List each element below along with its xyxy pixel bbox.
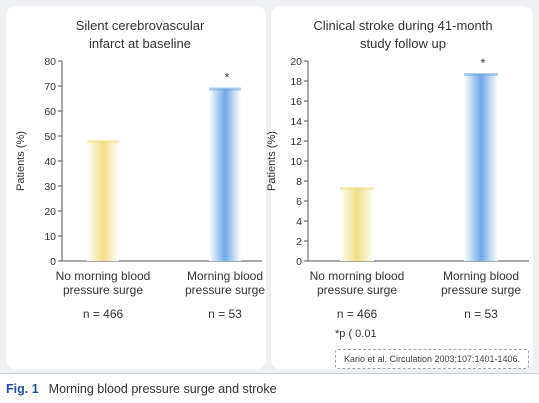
- bar: [340, 188, 374, 261]
- chart-clinical-stroke: Clinical stroke during 41-month study fol…: [266, 18, 529, 321]
- y-tick-label: 2: [296, 236, 302, 248]
- chart-title-line: Silent cerebrovascular: [76, 18, 205, 33]
- y-tick-label: 70: [44, 81, 56, 93]
- category-label: No morning blood: [310, 269, 405, 283]
- significance-marker: *: [225, 71, 230, 85]
- y-tick-label: 80: [44, 56, 56, 68]
- category-label: pressure surge: [317, 283, 397, 297]
- y-tick-label: 0: [50, 256, 56, 268]
- chart-panel-baseline-infarct: Silent cerebrovascular infarct at baselin…: [6, 6, 266, 369]
- chart-title-line: Clinical stroke during 41-month: [313, 18, 492, 33]
- y-tick-label: 0: [296, 256, 302, 268]
- y-tick-label: 8: [296, 176, 302, 188]
- y-tick-label: 12: [290, 136, 302, 148]
- category-label: pressure surge: [441, 283, 521, 297]
- category-label: pressure surge: [185, 283, 265, 297]
- caption-text: Morning blood pressure surge and stroke: [48, 381, 277, 396]
- y-tick-label: 18: [290, 76, 302, 88]
- significance-footnote: *p ( 0.01: [335, 328, 377, 340]
- chart-baseline-infarct: Silent cerebrovascular infarct at baselin…: [15, 18, 265, 321]
- sample-size-label: n = 53: [208, 307, 242, 321]
- category-label: pressure surge: [63, 283, 143, 297]
- bar: [87, 141, 119, 261]
- bar: [464, 74, 498, 261]
- bar-cap: [340, 187, 374, 190]
- category-label: No morning blood: [56, 269, 151, 283]
- bar: [209, 88, 241, 261]
- category-label: Morning blood: [443, 269, 519, 283]
- y-axis-label: Patients (%): [266, 131, 278, 191]
- citation-box: Kario et al. Circulation 2003;107:1401-1…: [335, 349, 529, 369]
- y-tick-label: 20: [290, 56, 302, 68]
- y-tick-label: 20: [44, 206, 56, 218]
- y-tick-label: 16: [290, 96, 302, 108]
- y-tick-label: 6: [296, 196, 302, 208]
- bar-cap: [209, 87, 241, 91]
- y-tick-label: 14: [290, 116, 302, 128]
- chart-title-line: study follow up: [360, 36, 446, 51]
- y-axis-label: Patients (%): [15, 131, 27, 191]
- y-tick-label: 10: [44, 231, 56, 243]
- y-tick-label: 60: [44, 106, 56, 118]
- bar-cap: [464, 73, 498, 76]
- chart-panel-clinical-stroke: Clinical stroke during 41-month study fol…: [266, 6, 533, 369]
- figure-caption: Fig. 1 Morning blood pressure surge and …: [0, 374, 539, 403]
- bar-cap: [87, 140, 119, 143]
- sample-size-label: n = 466: [83, 307, 124, 321]
- y-tick-label: 40: [44, 156, 56, 168]
- y-tick-label: 4: [296, 216, 302, 228]
- y-tick-label: 30: [44, 181, 56, 193]
- chart-title-line: infarct at baseline: [89, 36, 191, 51]
- sample-size-label: n = 466: [337, 307, 378, 321]
- caption-label: Fig. 1: [6, 381, 39, 396]
- y-tick-label: 50: [44, 131, 56, 143]
- significance-marker: *: [481, 56, 486, 70]
- category-label: Morning blood: [187, 269, 263, 283]
- sample-size-label: n = 53: [464, 307, 498, 321]
- y-tick-label: 10: [290, 156, 302, 168]
